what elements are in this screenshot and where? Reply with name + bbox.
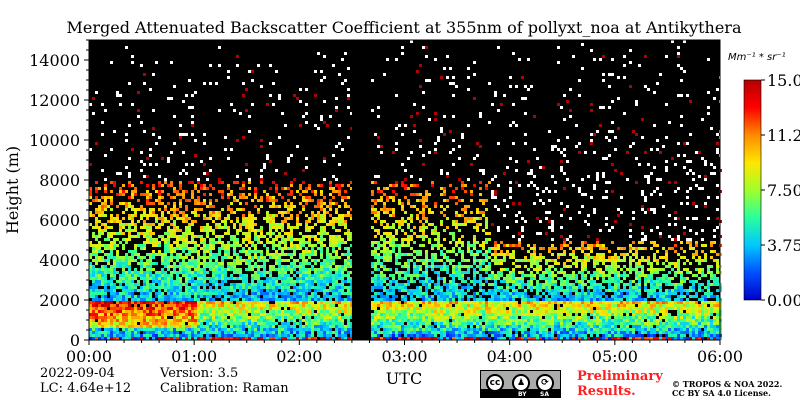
heatmap-image (89, 40, 722, 340)
preliminary-line-1: Preliminary (577, 369, 663, 384)
colorbar-unit: Mm⁻¹ * sr⁻¹ (728, 52, 786, 63)
colorbar-tick-label: 15.00 (767, 71, 800, 90)
x-tick-label: 06:00 (697, 347, 743, 366)
preliminary-line-2: Results. (577, 384, 636, 399)
footer-date: 2022-09-04 (40, 366, 115, 381)
chart-title: Merged Attenuated Backscatter Coefficien… (67, 18, 742, 37)
colorbar (743, 79, 762, 301)
x-tick-label: 03:00 (381, 347, 427, 366)
y-axis-label: Height (m) (3, 146, 22, 234)
x-tick-label: 05:00 (592, 347, 638, 366)
cc-by-label: BY (518, 391, 527, 398)
y-tick-label: 6000 (39, 211, 80, 230)
share-alike-icon: ⟳ (536, 374, 554, 392)
x-tick-label: 02:00 (276, 347, 322, 366)
x-tick-label: 00:00 (66, 347, 112, 366)
copyright-line-1: © TROPOS & NOA 2022. (672, 379, 783, 389)
cc-license-badge: cc ♟ ⟳ BY SA (480, 370, 561, 398)
x-tick-label: 04:00 (487, 347, 533, 366)
x-axis: 00:00 01:00 02:00 03:00 04:00 05:00 06:00 (66, 340, 743, 366)
colorbar-tick-label: 0.00 (767, 291, 800, 310)
preliminary-results-note: Preliminary Results. (577, 369, 663, 399)
y-axis: 0 2000 4000 6000 8000 10000 12000 14000 (29, 39, 89, 350)
colorbar-ticks: 0.00 3.75 7.50 11.25 15.00 (761, 71, 800, 310)
x-axis-label: UTC (386, 369, 422, 388)
data-gap (351, 40, 371, 340)
copyright-line-2: CC BY SA 4.0 License. (672, 388, 771, 398)
colorbar-tick-label: 7.50 (767, 181, 800, 200)
y-tick-label: 2000 (39, 291, 80, 310)
footer-calibration: Calibration: Raman (160, 381, 289, 396)
y-tick-label: 14000 (29, 51, 80, 70)
cc-icon: cc (486, 374, 504, 392)
colorbar-tick-label: 11.25 (767, 126, 800, 145)
attribution-icon: ♟ (512, 374, 530, 392)
colorbar-tick-label: 3.75 (767, 236, 800, 255)
copyright-note: © TROPOS & NOA 2022. CC BY SA 4.0 Licens… (672, 380, 782, 398)
footer-version: Version: 3.5 (160, 366, 239, 381)
y-tick-label: 12000 (29, 91, 80, 110)
y-tick-label: 4000 (39, 251, 80, 270)
footer-lidar-constant: LC: 4.64e+12 (40, 381, 132, 396)
y-tick-label: 8000 (39, 171, 80, 190)
cc-sa-label: SA (540, 391, 549, 398)
y-tick-label: 0 (70, 331, 80, 350)
y-tick-label: 10000 (29, 131, 80, 150)
x-tick-label: 01:00 (171, 347, 217, 366)
